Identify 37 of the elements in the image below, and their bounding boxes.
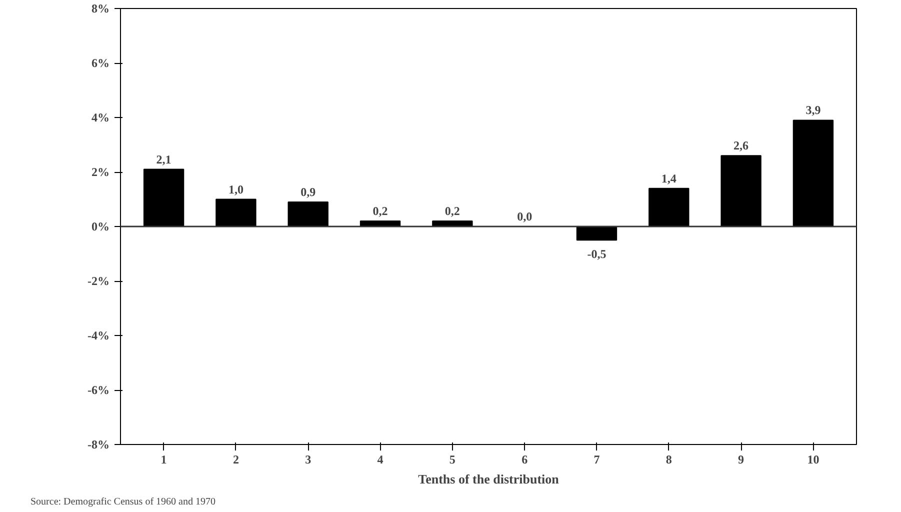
x-tick-label: 4 — [377, 452, 384, 466]
x-tick-label: 3 — [305, 452, 312, 466]
bar — [648, 188, 690, 227]
data-label: 0,0 — [517, 210, 532, 224]
x-tick-label: 9 — [738, 452, 744, 466]
data-label: 2,1 — [156, 152, 172, 166]
y-tick-label: 8% — [92, 2, 110, 16]
source-note: Source: Demografic Census of 1960 and 1970 — [30, 496, 216, 508]
bar — [720, 155, 762, 227]
y-tick-label: 4% — [92, 110, 110, 124]
y-tick-label: -8% — [88, 438, 110, 452]
y-tick-label: -6% — [88, 383, 110, 397]
x-tick-label: 8 — [666, 452, 672, 466]
bar — [792, 120, 834, 227]
x-tick-label: 1 — [160, 452, 167, 466]
y-tick-label: -2% — [88, 274, 110, 288]
x-axis-title: Tenths of the distribution — [418, 472, 560, 486]
data-label: 0,2 — [372, 204, 388, 218]
y-tick-label: 6% — [92, 56, 110, 70]
data-label: -0,5 — [587, 247, 606, 262]
bar — [143, 168, 184, 227]
x-tick-label: 6 — [522, 452, 528, 466]
data-label: 1,4 — [661, 171, 676, 186]
bar — [288, 201, 328, 227]
x-tick-label: 2 — [232, 452, 239, 466]
x-tick-label: 5 — [449, 452, 456, 466]
data-label: 1,0 — [228, 182, 244, 196]
y-tick-label: 0% — [92, 220, 110, 234]
x-tick-label: 10 — [807, 452, 820, 466]
data-label: 2,6 — [734, 138, 749, 153]
y-tick-label: 2% — [92, 165, 110, 179]
x-tick-label: 7 — [594, 452, 600, 466]
y-tick-label: -4% — [88, 328, 110, 342]
bar — [216, 198, 256, 227]
data-label: 0,2 — [444, 204, 460, 218]
data-label: 0,9 — [300, 184, 316, 199]
data-label: 3,9 — [806, 103, 821, 118]
